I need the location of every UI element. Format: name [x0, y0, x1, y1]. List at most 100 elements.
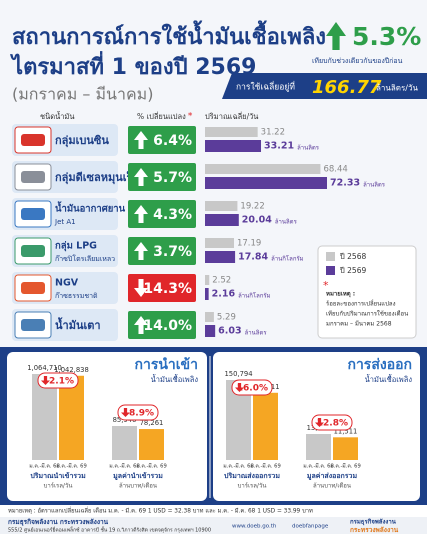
change-value: 6.4% [153, 133, 192, 149]
change-box [128, 163, 196, 191]
change-box [128, 126, 196, 154]
bar [205, 288, 209, 300]
fuel-name: กลุ่ม LPG [55, 241, 97, 252]
change-value: 14.3% [143, 281, 192, 297]
fuel-name-sub: ก๊าซธรรมชาติ [55, 292, 98, 300]
bar [205, 312, 214, 322]
note-text: หมายเหตุ : [326, 291, 355, 298]
bar [205, 201, 238, 211]
column-header: ปริมาณเฉลี่ย/วัน [205, 111, 258, 121]
growth-arrow [326, 22, 346, 50]
trade-category: ม.ค.-มี.ค. 68 [29, 463, 60, 470]
bar-label: 2.52 [212, 276, 231, 286]
trade-category: ม.ค.-มี.ค. 69 [136, 463, 167, 470]
change-arrow [134, 316, 148, 334]
change-badge [311, 414, 353, 431]
change-arrow [134, 242, 148, 260]
group-unit: ล้านบาท/เดือน [119, 482, 157, 490]
group-unit: บาร์เรล/วัน [238, 482, 267, 490]
bar-label: 31.22 [261, 128, 285, 138]
fuel-name: กลุ่มเบนซิน [55, 134, 109, 148]
trade-bar-label: 11,511 [334, 427, 358, 435]
change-badge [117, 404, 159, 421]
trade-bar-label: 78,261 [140, 419, 164, 427]
bar-label: 33.21 [264, 141, 294, 152]
footer-address: 555/2 ศูนย์เอนเนอร์ยี่คอมเพล็กซ์ อาคารบี… [8, 525, 211, 534]
fuel-icon-shape [21, 245, 45, 257]
column-header: ชนิดน้ำมัน [40, 111, 75, 121]
trade-bar [112, 426, 137, 460]
trade-bar [139, 429, 164, 460]
subtitle: (มกราคม – มีนาคม) [12, 85, 153, 104]
footnote-strip [0, 505, 427, 517]
trade-bar [306, 434, 331, 460]
trade-bar [253, 392, 278, 460]
avg-label: การใช้เฉลี่ยอยู่ที่ [236, 81, 295, 93]
fuel-name: กลุ่มดีเซลหมุนเร็ว [55, 170, 139, 185]
change-arrow [235, 383, 244, 392]
fuel-name: NGV [55, 278, 79, 289]
change-arrow [121, 408, 130, 417]
bar [205, 214, 239, 226]
avg-value: 166.77 [312, 77, 382, 98]
avg-banner [222, 73, 427, 99]
bar-unit: ล้านลิตร [245, 330, 268, 337]
growth-value: 5.3% [352, 22, 421, 51]
bar-label: 19.22 [240, 202, 264, 212]
bar [205, 251, 236, 263]
legend-label: ปี 2568 [339, 252, 366, 261]
bar-unit: ล้านลิตร [275, 219, 298, 226]
change-value: 14.0% [143, 318, 192, 334]
column-header: % เปลี่ยนแปลง [137, 111, 186, 121]
bar [205, 177, 327, 189]
title: สถานการณ์การใช้น้ำมันเชื้อเพลิง [12, 20, 326, 50]
bar [205, 140, 262, 152]
footer-logo: กรมธุรกิจพลังงาน [350, 518, 397, 526]
title: ไตรมาสที่ 1 ของปี 2569 [10, 50, 256, 80]
change-label: 2.1% [49, 377, 74, 387]
trade-category: ม.ค.-มี.ค. 69 [250, 463, 281, 470]
bar-label: 17.84 [238, 252, 268, 263]
group-label: มูลค่านำเข้ารวม [113, 471, 163, 481]
change-box [128, 237, 196, 265]
fuel-icon-shape [21, 171, 45, 183]
panel-subtitle: น้ำมันเชื้อเพลิง [365, 374, 413, 384]
fuel-name: น้ำมันอากาศยาน [55, 201, 126, 215]
fuel-name-sub: ก๊าซปิโตรเลียมเหลว [55, 254, 115, 263]
bar-label: 5.29 [217, 313, 236, 323]
group-label: มูลค่าส่งออกรวม [307, 472, 358, 481]
note-text: เทียบกับปริมาณการใช้ของเดือน [326, 310, 408, 318]
trade-category: ม.ค.-มี.ค. 69 [330, 463, 361, 470]
change-label: 16.0% [237, 384, 268, 394]
trade-bar-label: 150,794 [224, 370, 252, 378]
bar-label: 68.44 [323, 165, 347, 175]
change-badge [231, 379, 273, 396]
change-value: 5.7% [153, 170, 192, 186]
panel-title: การนำเข้า [134, 357, 198, 373]
footer-org: กรมธุรกิจพลังงาน กระทรวงพลังงาน [8, 518, 109, 526]
bar [205, 275, 210, 285]
group-unit: บาร์เรล/วัน [44, 482, 73, 490]
bar-unit: ล้านลิตร [297, 145, 320, 152]
change-arrow [134, 205, 148, 223]
change-box [128, 274, 196, 302]
bar-unit: ล้านกิโลกรัม [238, 292, 271, 300]
bar-unit: ล้านกิโลกรัม [271, 255, 304, 263]
change-box [128, 311, 196, 339]
fuel-icon-shape [21, 282, 45, 294]
trade-category: ม.ค.-มี.ค. 68 [303, 463, 334, 470]
trade-category: ม.ค.-มี.ค. 68 [223, 463, 254, 470]
fuel-icon-shape [21, 208, 45, 220]
footnote: หมายเหตุ : อัตราแลกเปลี่ยนเฉลี่ย เดือน ม… [8, 507, 313, 515]
bar [205, 127, 258, 137]
trade-bar [333, 437, 358, 460]
change-value: 4.3% [153, 207, 192, 223]
panel-subtitle: น้ำมันเชื้อเพลิง [151, 374, 199, 384]
bar [205, 325, 216, 337]
change-arrow [315, 418, 324, 427]
note-text: มกราคม – มีนาคม 2568 [326, 320, 392, 328]
group-label: ปริมาณส่งออกรวม [224, 472, 280, 480]
fuel-name: น้ำมันเตา [55, 317, 101, 332]
group-label: ปริมาณนำเข้ารวม [30, 471, 86, 480]
trade-category: ม.ค.-มี.ค. 68 [109, 463, 140, 470]
